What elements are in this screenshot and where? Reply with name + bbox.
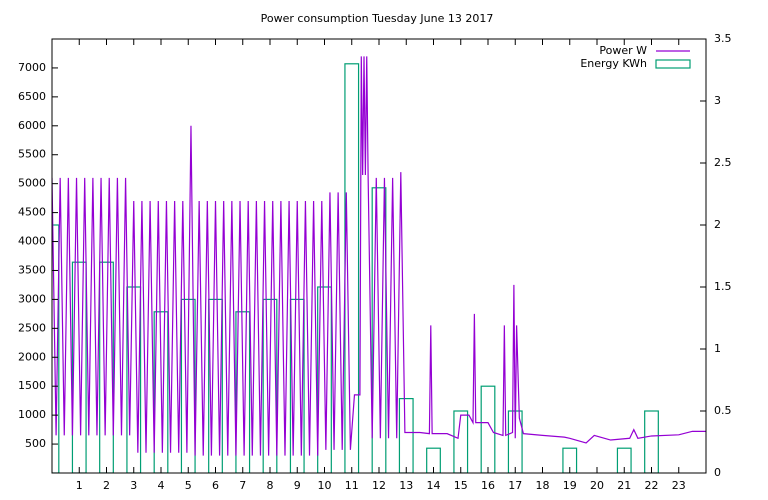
x-tick-label: 6	[212, 479, 219, 492]
y2-tick-label: 2	[714, 218, 721, 231]
y2-tick-label: 0	[714, 466, 721, 479]
y2-tick-label: 2.5	[714, 156, 732, 169]
y-tick-label: 500	[25, 437, 46, 450]
y-tick-label: 4000	[18, 235, 46, 248]
x-tick-label: 18	[536, 479, 550, 492]
x-tick-label: 7	[239, 479, 246, 492]
energy-box	[644, 410, 659, 473]
y-tick-label: 1500	[18, 379, 46, 392]
y2-tick-label: 3.5	[714, 32, 732, 45]
x-tick-label: 22	[645, 479, 659, 492]
y-tick-label: 4500	[18, 206, 46, 219]
energy-box	[52, 224, 60, 473]
legend-label: Energy KWh	[580, 57, 647, 70]
y2-tick-label: 1	[714, 342, 721, 355]
y-tick-label: 2000	[18, 350, 46, 363]
energy-box	[426, 447, 441, 473]
x-tick-label: 8	[267, 479, 274, 492]
x-tick-label: 11	[345, 479, 359, 492]
y-tick-label: 6500	[18, 90, 46, 103]
y2-tick-label: 0.5	[714, 404, 732, 417]
x-tick-label: 3	[130, 479, 137, 492]
x-tick-label: 10	[318, 479, 332, 492]
x-tick-label: 9	[294, 479, 301, 492]
plot-area	[52, 56, 706, 473]
energy-box	[71, 261, 87, 473]
y-tick-label: 5500	[18, 148, 46, 161]
x-tick-label: 2	[103, 479, 110, 492]
x-tick-label: 16	[481, 479, 495, 492]
energy-box	[126, 286, 142, 473]
energy-box	[371, 187, 387, 473]
x-tick-label: 20	[590, 479, 604, 492]
energy-box	[480, 385, 496, 473]
chart-title: Power consumption Tuesday June 13 2017	[261, 12, 494, 25]
x-tick-label: 4	[158, 479, 165, 492]
x-tick-label: 21	[617, 479, 631, 492]
x-tick-label: 19	[563, 479, 577, 492]
energy-box	[562, 447, 578, 473]
x-tick-label: 17	[508, 479, 522, 492]
energy-box	[317, 286, 332, 473]
y-tick-label: 1000	[18, 408, 46, 421]
energy-box	[289, 298, 305, 473]
energy-box	[99, 261, 114, 473]
y2-tick-label: 3	[714, 94, 721, 107]
y-tick-label: 3500	[18, 263, 46, 276]
legend-label: Power W	[599, 44, 647, 57]
y-tick-label: 2500	[18, 321, 46, 334]
y-tick-label: 5000	[18, 177, 46, 190]
power-line	[52, 56, 706, 456]
energy-box	[616, 447, 632, 473]
y-tick-label: 7000	[18, 61, 46, 74]
x-tick-label: 1	[76, 479, 83, 492]
y-tick-label: 6000	[18, 119, 46, 132]
x-tick-label: 13	[399, 479, 413, 492]
energy-box	[398, 398, 414, 473]
x-tick-label: 15	[454, 479, 468, 492]
energy-box	[262, 298, 278, 473]
y2-tick-label: 1.5	[714, 280, 732, 293]
x-tick-label: 23	[672, 479, 686, 492]
x-tick-label: 14	[427, 479, 441, 492]
energy-box	[208, 298, 223, 473]
legend-swatch	[655, 59, 691, 69]
x-tick-label: 5	[185, 479, 192, 492]
x-tick-label: 12	[372, 479, 386, 492]
y-tick-label: 3000	[18, 292, 46, 305]
energy-box	[453, 410, 469, 473]
